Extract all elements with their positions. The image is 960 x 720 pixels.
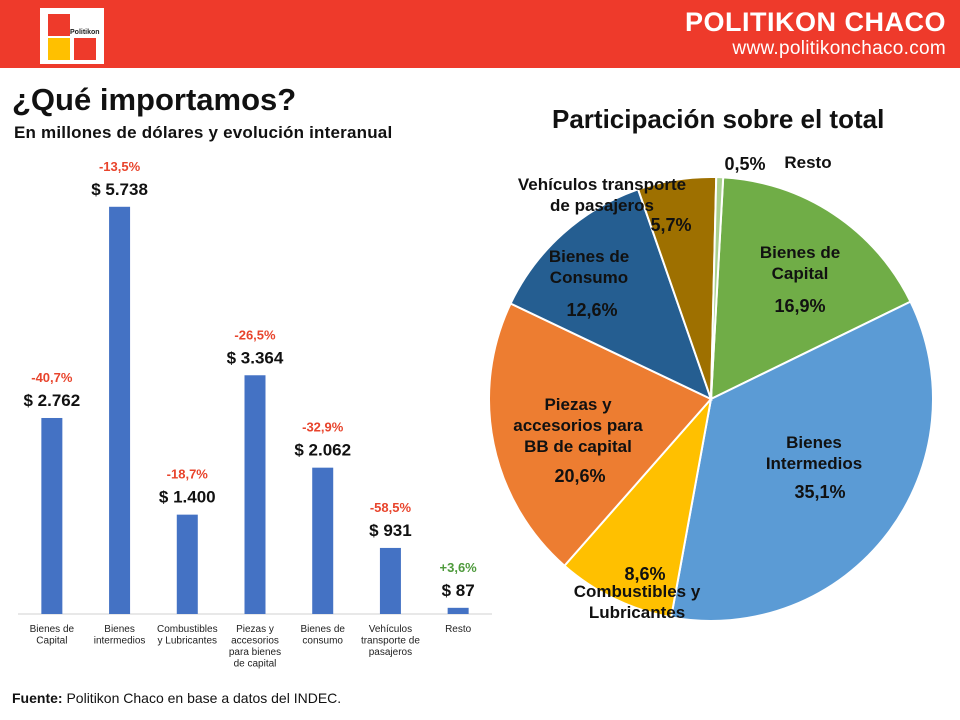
category-label-0-1: Capital — [36, 636, 67, 647]
bar-1 — [109, 206, 131, 614]
pie-label-3-2: BB de capital — [524, 437, 632, 456]
pie-pct-label-2: 8,6% — [624, 564, 665, 584]
bar-value-label-4: $ 2.062 — [294, 441, 351, 460]
bar-0 — [41, 417, 63, 614]
bar-change-label-5: -58,5% — [370, 500, 412, 515]
pie-slice-3 — [488, 302, 713, 568]
pie-pct-label-1: 35,1% — [794, 482, 845, 502]
logo-square-red-2 — [74, 38, 96, 60]
brand-url: www.politikonchaco.com — [732, 38, 946, 59]
bar-value-label-1: $ 5.738 — [91, 180, 148, 199]
category-label-1-0: Bienes — [104, 624, 135, 635]
category-label-1-1: intermedios — [94, 636, 146, 647]
pie-slice-1 — [669, 300, 934, 622]
logo-square-yellow — [48, 38, 70, 60]
header-banner: Politikon POLITIKON CHACO www.politikonc… — [0, 0, 960, 68]
pie-pct-label-0: 16,9% — [774, 296, 825, 316]
bar-5 — [379, 547, 401, 614]
category-label-5-1: transporte de — [361, 636, 420, 647]
pie-chart-title: Participación sobre el total — [552, 104, 885, 134]
page-title: ¿Qué importamos? — [12, 82, 297, 117]
category-label-4-1: consumo — [302, 636, 343, 647]
bar-3 — [244, 375, 266, 614]
pie-label-2-0: Combustibles y — [574, 582, 701, 601]
category-label-3-1: accesorios — [231, 636, 279, 647]
bar-change-label-0: -40,7% — [31, 370, 73, 385]
bar-value-label-5: $ 931 — [369, 521, 412, 540]
pie-label-4-1: Consumo — [550, 268, 628, 287]
bar-value-label-2: $ 1.400 — [159, 488, 216, 507]
bar-change-label-2: -18,7% — [167, 467, 209, 482]
logo-square-red-1 — [48, 14, 70, 36]
pie-pct-label-3: 20,6% — [554, 466, 605, 486]
category-label-3-0: Piezas y — [236, 624, 274, 635]
pie-label-1-1: Intermedios — [766, 454, 862, 473]
pie-label-4-0: Bienes de — [549, 247, 629, 266]
source-note: Fuente: Politikon Chaco en base a datos … — [12, 690, 341, 706]
bar-value-label-3: $ 3.364 — [227, 348, 284, 367]
pie-slice-0 — [709, 176, 912, 401]
category-label-5-0: Vehículos — [369, 624, 412, 635]
pie-pct-label-4: 12,6% — [566, 300, 617, 320]
source-text: Politikon Chaco en base a datos del INDE… — [66, 690, 342, 706]
category-label-4-0: Bienes de — [300, 624, 345, 635]
bar-6 — [447, 607, 469, 614]
pie-label-6-0: Resto — [784, 153, 831, 172]
pie-slice-5 — [636, 176, 718, 400]
bar-2 — [176, 514, 198, 614]
category-label-3-3: de capital — [234, 659, 277, 670]
politikon-logo: Politikon — [40, 8, 104, 64]
category-label-0-0: Bienes de — [30, 624, 75, 635]
pie-label-5-1: de pasajeros — [550, 196, 654, 215]
category-label-6-0: Resto — [445, 624, 472, 635]
pie-slice-2 — [563, 395, 713, 619]
logo-text: Politikon — [70, 29, 100, 36]
category-label-5-2: pasajeros — [369, 647, 412, 658]
category-label-3-2: para bienes — [229, 647, 281, 658]
brand-block: POLITIKON CHACO www.politikonchaco.com — [685, 6, 946, 60]
pie-label-0-1: Capital — [772, 264, 829, 283]
bar-value-label-0: $ 2.762 — [23, 391, 80, 410]
pie-label-1-0: Bienes — [786, 433, 842, 452]
pie-label-0-0: Bienes de — [760, 243, 840, 262]
pie-label-3-1: accesorios para — [513, 416, 643, 435]
source-label: Fuente: — [12, 690, 63, 706]
category-label-2-0: Combustibles — [157, 624, 218, 635]
bar-value-label-6: $ 87 — [442, 581, 475, 600]
logo-square-white — [74, 14, 96, 36]
pie-label-2-1: Lubricantes — [589, 603, 685, 622]
pie-label-3-0: Piezas y — [544, 395, 612, 414]
bar-4 — [312, 467, 334, 614]
pie-slice-4 — [509, 188, 713, 401]
pie-label-5-0: Vehículos transporte — [518, 175, 686, 194]
bar-change-label-1: -13,5% — [99, 159, 141, 174]
category-label-2-1: y Lubricantes — [158, 636, 217, 647]
bar-change-label-3: -26,5% — [234, 327, 276, 342]
bar-change-label-6: +3,6% — [440, 560, 478, 575]
pie-pct-label-6: 0,5% — [724, 154, 765, 174]
page-subtitle: En millones de dólares y evolución inter… — [14, 123, 393, 142]
brand-name: POLITIKON CHACO — [685, 7, 946, 37]
pie-pct-label-5: 5,7% — [650, 215, 691, 235]
pie-slice-6 — [710, 176, 725, 400]
bar-change-label-4: -32,9% — [302, 420, 344, 435]
